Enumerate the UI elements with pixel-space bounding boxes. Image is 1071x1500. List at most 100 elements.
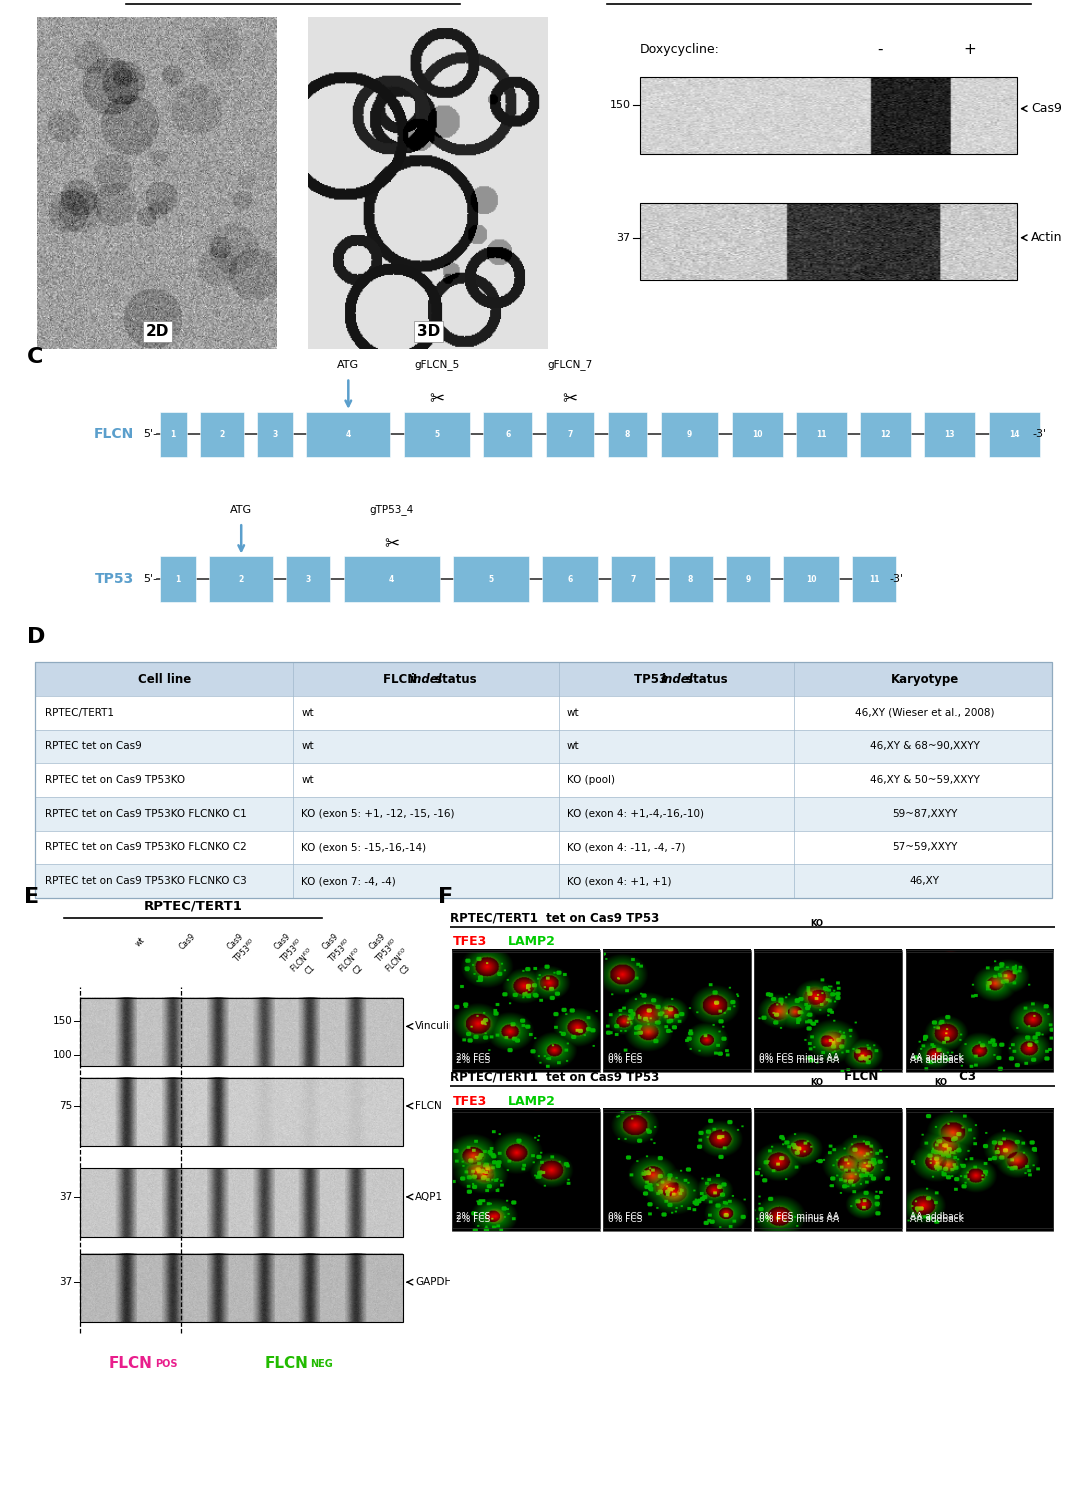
Text: wt: wt (134, 934, 147, 948)
Text: 12: 12 (880, 430, 891, 439)
Text: indel: indel (661, 672, 693, 686)
FancyBboxPatch shape (286, 556, 331, 602)
FancyBboxPatch shape (542, 556, 598, 602)
FancyBboxPatch shape (209, 556, 273, 602)
Bar (452, 952, 600, 1072)
FancyBboxPatch shape (924, 411, 976, 458)
Text: 7: 7 (631, 574, 636, 584)
Text: 59~87,XXYY: 59~87,XXYY (892, 808, 957, 819)
Text: KO (exon 5: +1, -12, -15, -16): KO (exon 5: +1, -12, -15, -16) (301, 808, 454, 819)
Text: 2D: 2D (146, 324, 169, 339)
FancyBboxPatch shape (668, 556, 712, 602)
Text: AA addback: AA addback (910, 1056, 964, 1065)
Text: 46,XY: 46,XY (909, 876, 939, 886)
Text: gFLCN_5: gFLCN_5 (414, 358, 459, 370)
Text: 8: 8 (688, 574, 693, 584)
Text: 4: 4 (346, 430, 351, 439)
Text: 2% FCS: 2% FCS (456, 1212, 491, 1221)
Text: E: E (24, 886, 40, 908)
Text: wt: wt (567, 708, 579, 717)
Text: 3: 3 (273, 430, 277, 439)
Bar (754, 1108, 902, 1228)
FancyBboxPatch shape (35, 662, 1052, 696)
FancyBboxPatch shape (160, 411, 186, 458)
Text: wt: wt (301, 776, 314, 784)
Text: 10: 10 (752, 430, 763, 439)
Bar (603, 1112, 751, 1232)
Bar (754, 1112, 902, 1232)
Text: 150: 150 (609, 100, 631, 109)
Text: 37: 37 (59, 1276, 73, 1287)
Text: RPTEC tet on Cas9 TP53KO FLCNKO C1: RPTEC tet on Cas9 TP53KO FLCNKO C1 (45, 808, 247, 819)
Text: 57~59,XXYY: 57~59,XXYY (892, 843, 957, 852)
Bar (80, 1254, 403, 1322)
FancyBboxPatch shape (35, 764, 1052, 796)
Text: RPTEC/TERT1  tet on Cas9 TP53: RPTEC/TERT1 tet on Cas9 TP53 (450, 1070, 660, 1083)
Text: TFE3: TFE3 (453, 1095, 487, 1107)
Text: 6: 6 (506, 430, 511, 439)
Text: AA addback: AA addback (910, 1215, 964, 1224)
Text: FLCN: FLCN (94, 427, 135, 441)
Text: TFE3: TFE3 (453, 936, 487, 948)
FancyBboxPatch shape (796, 411, 847, 458)
Text: RPTEC/TERT1  tet on Cas9 TP53: RPTEC/TERT1 tet on Cas9 TP53 (450, 910, 660, 924)
Text: ATG: ATG (230, 504, 253, 515)
Text: 1: 1 (176, 574, 181, 584)
Text: RPTEC/TERT1: RPTEC/TERT1 (144, 900, 243, 912)
Text: KO: KO (810, 920, 824, 928)
FancyBboxPatch shape (726, 556, 770, 602)
Text: 14: 14 (1009, 430, 1020, 439)
Text: 150: 150 (52, 1016, 73, 1026)
FancyBboxPatch shape (853, 556, 896, 602)
Text: LAMP2: LAMP2 (508, 936, 556, 948)
Text: 37: 37 (616, 232, 631, 243)
Bar (80, 1168, 403, 1236)
FancyBboxPatch shape (306, 411, 391, 458)
Text: 46,XY (Wieser et al., 2008): 46,XY (Wieser et al., 2008) (855, 708, 994, 717)
Text: 9: 9 (687, 430, 692, 439)
Text: 5'-: 5'- (142, 429, 156, 439)
Text: KO (exon 4: +1, +1): KO (exon 4: +1, +1) (567, 876, 672, 886)
Text: AA addback: AA addback (910, 1212, 964, 1221)
Text: TP53: TP53 (95, 572, 135, 586)
Text: AA addback: AA addback (910, 1053, 964, 1062)
Text: 2: 2 (220, 430, 225, 439)
Text: +: + (964, 42, 977, 57)
Text: 100: 100 (52, 1050, 73, 1060)
FancyBboxPatch shape (200, 411, 244, 458)
Bar (639, 78, 1017, 154)
Text: 37: 37 (59, 1192, 73, 1202)
Text: gFLCN_7: gFLCN_7 (547, 358, 592, 370)
Text: ✂: ✂ (429, 390, 444, 408)
Text: 11: 11 (816, 430, 827, 439)
Text: Cas9
TP53$^{KO}$
FLCN$^{KO}$
C3: Cas9 TP53$^{KO}$ FLCN$^{KO}$ C3 (364, 928, 419, 982)
Text: RPTEC/TERT1: RPTEC/TERT1 (45, 708, 115, 717)
FancyBboxPatch shape (35, 796, 1052, 831)
Bar (603, 952, 751, 1072)
Text: C: C (27, 348, 44, 368)
FancyBboxPatch shape (35, 864, 1052, 898)
Text: gTP53_4: gTP53_4 (369, 504, 413, 515)
Text: 0% FCS: 0% FCS (607, 1212, 642, 1221)
Text: 5: 5 (435, 430, 439, 439)
Text: F: F (438, 886, 453, 908)
Text: 10: 10 (805, 574, 816, 584)
Text: status: status (682, 672, 727, 686)
FancyBboxPatch shape (989, 411, 1040, 458)
Text: FLCN: FLCN (265, 1356, 308, 1371)
Text: Cas9
TP53$^{KO}$
FLCN$^{KO}$
C2: Cas9 TP53$^{KO}$ FLCN$^{KO}$ C2 (317, 928, 372, 982)
Text: 2% FCS: 2% FCS (456, 1215, 491, 1224)
Text: FLCN: FLCN (841, 1070, 878, 1083)
Bar (452, 1108, 600, 1228)
Text: 0% FCS: 0% FCS (607, 1215, 642, 1224)
Text: 7: 7 (568, 430, 573, 439)
FancyBboxPatch shape (545, 411, 594, 458)
Text: Karyotype: Karyotype (890, 672, 959, 686)
Text: C3: C3 (955, 1070, 976, 1083)
Text: 2: 2 (239, 574, 244, 584)
Text: FLCN: FLCN (416, 1101, 442, 1112)
FancyBboxPatch shape (35, 831, 1052, 864)
Text: 75: 75 (59, 1101, 73, 1112)
Text: 4: 4 (389, 574, 394, 584)
Text: KO (exon 5: -15,-16,-14): KO (exon 5: -15,-16,-14) (301, 843, 426, 852)
